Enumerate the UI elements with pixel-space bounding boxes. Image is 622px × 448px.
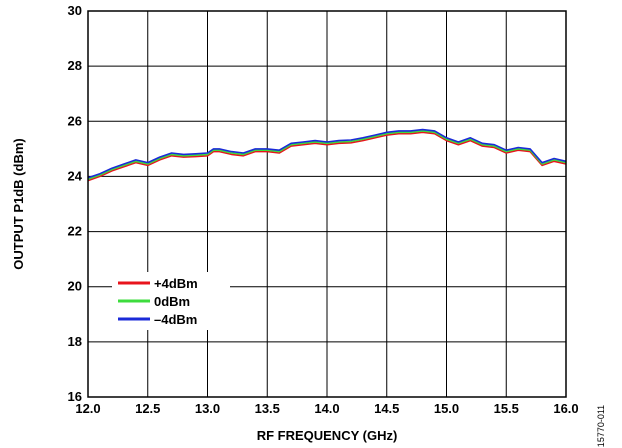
y-tick-label: 26 — [68, 113, 82, 128]
legend-label-2: –4dBm — [154, 312, 197, 327]
series-lines — [87, 128, 567, 182]
y-tick-label: 22 — [68, 224, 82, 239]
y-tick-label: 20 — [68, 279, 82, 294]
y-tick-label: 18 — [68, 334, 82, 349]
y-tick-label: 30 — [68, 3, 82, 18]
x-tick-label: 12.5 — [135, 401, 160, 416]
x-tick-labels: 12.0 12.5 13.0 13.5 14.0 14.5 15.0 15.5 16.0 — [75, 401, 578, 416]
x-axis-title: RF FREQUENCY (GHz) — [257, 428, 398, 443]
legend-label-1: 0dBm — [154, 294, 190, 309]
y-tick-labels: 16 18 20 22 24 26 28 30 — [68, 3, 83, 404]
x-tick-label: 13.0 — [195, 401, 220, 416]
legend: +4dBm 0dBm –4dBm — [112, 272, 230, 330]
x-tick-label: 16.0 — [553, 401, 578, 416]
x-tick-label: 14.0 — [314, 401, 339, 416]
x-tick-label: 15.0 — [434, 401, 459, 416]
grid-lines — [87, 10, 567, 398]
y-tick-label: 28 — [68, 58, 82, 73]
y-tick-label: 16 — [68, 389, 82, 404]
x-tick-label: 15.5 — [494, 401, 519, 416]
legend-label-0: +4dBm — [154, 276, 198, 291]
series-line-0 — [87, 131, 567, 182]
y-tick-label: 24 — [68, 168, 83, 183]
x-tick-label: 14.5 — [374, 401, 399, 416]
figure-id: 15770-011 — [596, 405, 606, 447]
y-axis-title: OUTPUT P1dB (dBm) — [11, 138, 26, 269]
x-tick-label: 13.5 — [255, 401, 280, 416]
plot-frame — [87, 10, 567, 398]
series-line-2 — [87, 128, 567, 179]
series-line-1 — [87, 130, 567, 180]
x-tick-label: 12.0 — [75, 401, 100, 416]
